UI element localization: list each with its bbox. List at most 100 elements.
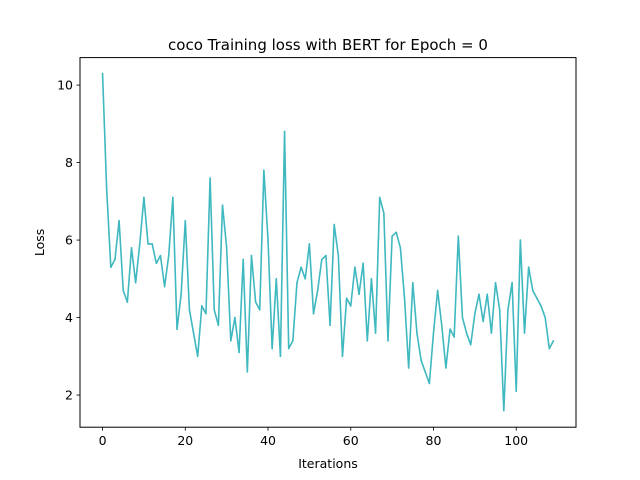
data-point [548, 347, 551, 350]
data-point [465, 332, 468, 334]
data-point [511, 281, 513, 284]
data-point [362, 262, 364, 265]
data-point [436, 289, 439, 292]
data-point [552, 340, 555, 342]
data-point [333, 223, 336, 226]
data-point [354, 266, 356, 268]
data-point [320, 258, 323, 261]
data-point [399, 247, 402, 249]
data-point [267, 239, 269, 241]
data-point [519, 239, 522, 241]
data-point [242, 258, 244, 261]
data-point [544, 316, 546, 319]
data-point [428, 382, 431, 385]
data-point [172, 196, 174, 199]
data-point [254, 301, 257, 303]
data-point [370, 278, 373, 280]
data-point [498, 309, 501, 311]
data-point [287, 347, 290, 350]
data-point [250, 254, 253, 257]
data-point [482, 320, 484, 323]
x-tick-label: 0 [99, 433, 107, 448]
data-point [478, 293, 480, 296]
data-point [138, 243, 141, 245]
data-point [474, 312, 476, 315]
data-point [536, 297, 538, 299]
data-point [275, 278, 278, 280]
data-point [527, 266, 530, 268]
x-tick-label: 20 [177, 433, 193, 448]
data-point [213, 309, 216, 311]
data-point [432, 332, 435, 334]
data-point [188, 309, 191, 311]
data-point [416, 332, 418, 334]
data-point [234, 316, 236, 319]
data-point [329, 324, 331, 327]
y-tick-label: 10 [57, 78, 73, 93]
data-point [180, 293, 182, 296]
data-point [440, 324, 443, 327]
data-point [312, 312, 315, 315]
data-point [147, 243, 149, 245]
data-point [469, 343, 472, 346]
data-point [159, 254, 162, 257]
plot-area [101, 72, 555, 412]
data-point [184, 219, 187, 222]
axis-ticks: 0 20 40 60 80 100 2 4 6 8 10 [57, 78, 528, 449]
data-point [412, 281, 414, 284]
chart-title: coco Training loss with BERT for Epoch =… [168, 36, 488, 54]
data-point [494, 281, 497, 284]
data-point [316, 289, 319, 292]
data-point [130, 247, 133, 249]
data-point [395, 231, 398, 234]
data-point [163, 285, 166, 288]
data-point [407, 367, 410, 369]
data-point [453, 336, 455, 338]
data-point [114, 258, 116, 261]
data-point [387, 340, 389, 342]
y-tick-label: 6 [65, 233, 73, 248]
data-point [374, 332, 377, 334]
data-point [143, 196, 145, 199]
data-point [349, 305, 352, 307]
data-point [105, 188, 108, 191]
data-point [378, 196, 381, 199]
data-point [337, 254, 340, 257]
data-point [192, 332, 195, 334]
data-point [531, 289, 534, 292]
data-point [283, 130, 286, 133]
data-point [383, 212, 385, 214]
data-point [341, 355, 344, 358]
data-point [403, 297, 406, 299]
x-tick-label: 80 [426, 433, 442, 448]
data-point [246, 370, 249, 373]
data-point [308, 243, 311, 245]
data-point [221, 204, 224, 207]
data-point [258, 309, 261, 311]
data-point [292, 340, 294, 342]
x-axis-title: Iterations [298, 456, 358, 471]
data-point [503, 409, 505, 412]
data-point [134, 281, 137, 284]
data-point [457, 235, 460, 238]
data-point [176, 328, 178, 330]
data-point [205, 312, 207, 315]
plot-frame [79, 57, 577, 428]
data-point [304, 278, 307, 280]
data-point [391, 235, 393, 238]
data-point [540, 305, 542, 307]
data-point [225, 247, 228, 249]
x-tick-label: 100 [504, 433, 528, 448]
data-point [345, 297, 348, 299]
y-axis-title: Loss [32, 229, 47, 256]
data-point [507, 309, 509, 311]
data-point [325, 254, 327, 257]
y-tick-label: 8 [65, 155, 73, 170]
data-point [279, 355, 282, 358]
data-point [238, 351, 240, 354]
data-point [122, 289, 125, 292]
data-point [118, 219, 120, 222]
data-point [155, 262, 158, 265]
